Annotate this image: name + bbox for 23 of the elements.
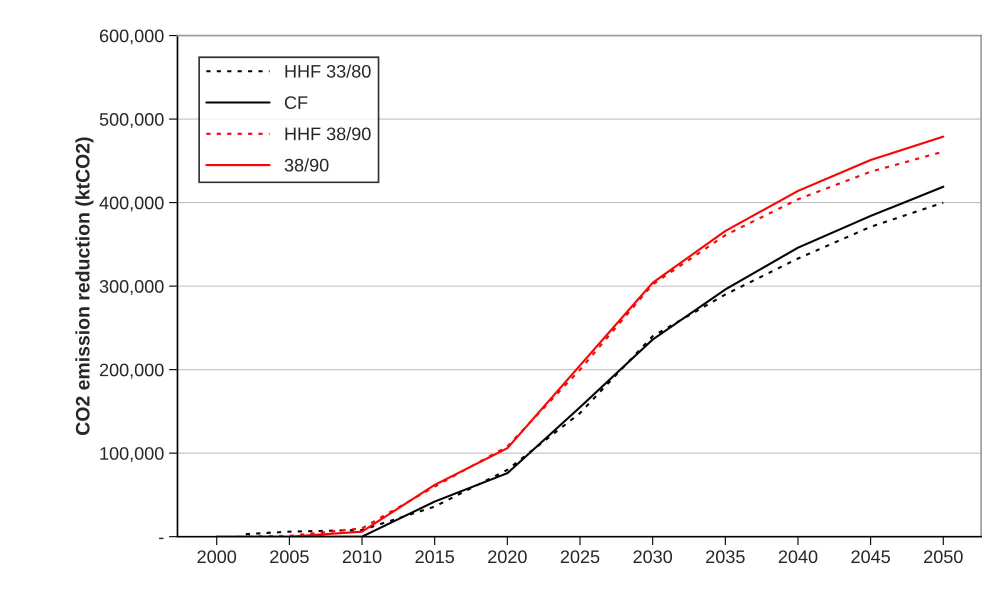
y-tick-label: 300,000: [100, 280, 164, 295]
x-tick-label: 2000: [198, 550, 236, 564]
x-tick-label: 2030: [633, 550, 672, 564]
y-axis-title: CO2 emission reduction (ktCO2): [75, 137, 94, 435]
x-tick-label: 2050: [924, 550, 963, 564]
x-tick-label: 2010: [342, 550, 382, 564]
y-tick-label: -: [159, 538, 164, 540]
y-tick-label: 600,000: [100, 30, 164, 44]
legend-label: HHF 33/80: [285, 64, 371, 78]
x-tick-label: 2040: [778, 550, 818, 564]
y-tick-label: 400,000: [99, 196, 164, 212]
y-tick-label: 500,000: [100, 113, 164, 128]
x-tick-label: 2005: [270, 550, 309, 564]
y-tick-label: 200,000: [100, 364, 164, 378]
x-tick-label: 2035: [706, 550, 745, 564]
legend-label: HHF 38/90: [285, 127, 371, 140]
y-tick-label: 100,000: [100, 447, 164, 462]
x-tick-label: 2045: [851, 550, 890, 564]
x-tick-label: 2020: [488, 550, 527, 564]
x-tick-label: 2025: [560, 550, 600, 564]
legend-label: CF: [284, 96, 308, 110]
legend-label: 38/90: [284, 158, 328, 172]
x-tick-label: 2015: [416, 550, 454, 564]
